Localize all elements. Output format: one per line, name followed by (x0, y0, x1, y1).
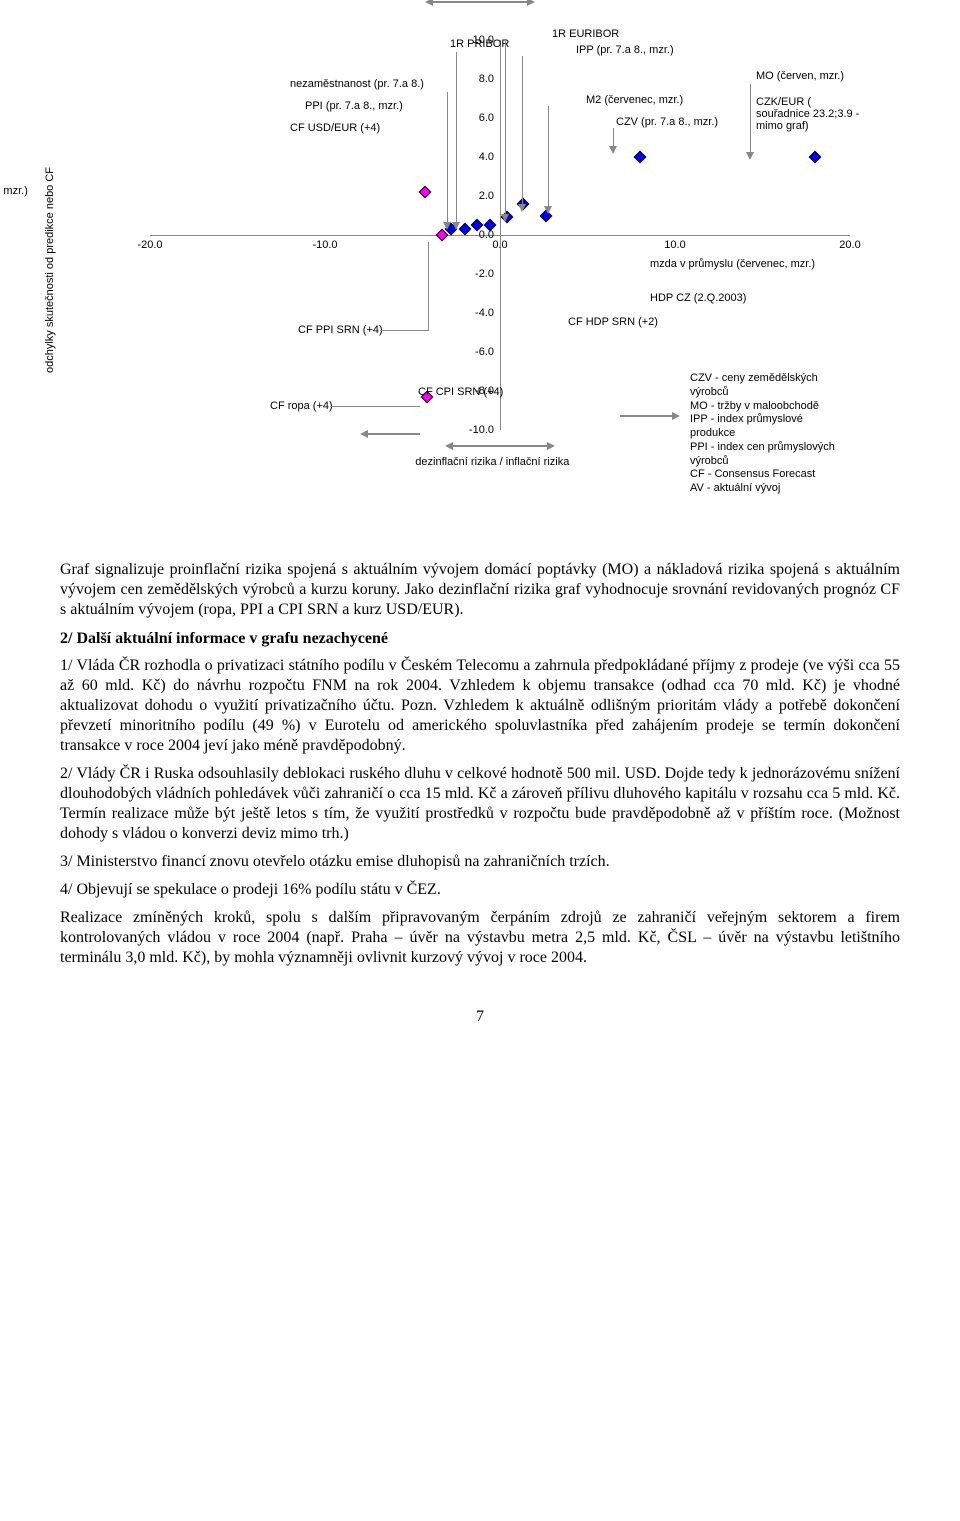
page-number: 7 (60, 1008, 900, 1026)
label-pribor: 1R PRIBOR (450, 38, 509, 50)
y-tick: -2.0 (475, 268, 494, 280)
x-tick: 0.0 (492, 239, 507, 251)
x-tick: -10.0 (312, 239, 337, 251)
legend-item: CF - Consensus Forecast (690, 468, 850, 482)
legend-item: MO - tržby v maloobchodě (690, 400, 850, 414)
para-1: 1/ Vláda ČR rozhodla o privatizaci státn… (60, 656, 900, 756)
legend-item: IPP - index průmyslové produkce (690, 413, 850, 441)
x-tick: -20.0 (137, 239, 162, 251)
label-ppi: PPI (pr. 7.a 8., mzr.) (305, 100, 403, 112)
leader-line (505, 40, 506, 214)
legend-arrow (620, 410, 680, 422)
arrowhead-icon (609, 146, 617, 154)
para-2: 2/ Vlády ČR i Ruska odsouhlasily debloka… (60, 764, 900, 844)
arrowhead-icon (746, 152, 754, 160)
y-tick: 4.0 (479, 151, 494, 163)
leader-line (750, 84, 751, 152)
y-tick: -4.0 (475, 307, 494, 319)
arrowhead-icon (544, 206, 552, 214)
plot-region: -10.0-8.0-6.0-4.0-2.00.02.04.06.08.010.0… (150, 40, 850, 430)
y-tick: 2.0 (479, 190, 494, 202)
leader-line (330, 406, 420, 407)
label-cfcpi: CF CPI SRN (+4) (418, 386, 503, 398)
label-ipp: IPP (pr. 7.a 8., mzr.) (576, 44, 674, 56)
label-mo: MO (červen, mzr.) (756, 70, 844, 82)
y-axis (500, 40, 501, 430)
leader-line (380, 330, 428, 331)
y-tick: -6.0 (475, 346, 494, 358)
x-tick: 20.0 (839, 239, 860, 251)
label-cfropa: CF ropa (+4) (270, 400, 333, 412)
legend-item: PPI - index cen průmyslových výrobců (690, 441, 850, 469)
y-tick: 8.0 (479, 73, 494, 85)
leader-line (613, 128, 614, 146)
leader-line (456, 52, 457, 222)
leader-line (428, 242, 429, 331)
label-czk: CZK/EUR ( souřadnice 23.2;3.9 - mimo gra… (756, 96, 866, 132)
leader-line (548, 106, 549, 206)
arrowhead-icon (452, 222, 460, 230)
leader-line (447, 92, 448, 222)
para-4: 4/ Objevují se spekulace o prodeji 16% p… (60, 880, 900, 900)
leader-line (522, 56, 523, 204)
arrowhead-icon (501, 214, 509, 222)
arrowhead-icon (518, 204, 526, 212)
label-m2: M2 (červenec, mzr.) (586, 94, 683, 106)
y-tick: -10.0 (469, 424, 494, 436)
legend-item: AV - aktuální vývoj (690, 482, 850, 496)
y-axis-label: odchylky skutečnosti od predikce nebo CF (44, 167, 56, 373)
section-heading: 2/ Další aktuální informace v grafu neza… (60, 630, 900, 648)
legend-item: CZV - ceny zemědělských výrobců (690, 372, 850, 400)
legend: CZV - ceny zemědělských výrobců MO - trž… (690, 372, 850, 496)
top-axis-arrow (425, 0, 535, 8)
label-cfhdp: CF HDP SRN (+2) (568, 316, 658, 328)
data-point-czv (634, 151, 647, 164)
para-3: 3/ Ministerstvo financí znovu otevřelo o… (60, 852, 900, 872)
label-mzda: mzda v průmyslu (červenec, mzr.) (650, 258, 815, 270)
data-point-nezam (418, 186, 431, 199)
para-5: Realizace zmíněných kroků, spolu s další… (60, 908, 900, 968)
label-nezam: nezaměstnanost (pr. 7.a 8.) (290, 78, 424, 90)
bottom-axis-arrow (445, 440, 555, 452)
label-czv: CZV (pr. 7.a 8., mzr.) (616, 116, 718, 128)
label-cfusd: CF USD/EUR (+4) (290, 122, 380, 134)
data-point-mo (809, 151, 822, 164)
label-inflace: inflace (pr. 7.a 8., mzr.) (0, 185, 28, 197)
x-tick: 10.0 (664, 239, 685, 251)
para-intro: Graf signalizuje proinflační rizika spoj… (60, 560, 900, 620)
risk-scatter-chart: dezinflační rizika / inflační rizika odc… (60, 0, 900, 540)
arrowhead-icon (443, 222, 451, 230)
label-euribor: 1R EURIBOR (552, 28, 619, 40)
label-hdp: HDP CZ (2.Q.2003) (650, 292, 746, 304)
label-cfppi: CF PPI SRN (+4) (298, 324, 383, 336)
body-text: Graf signalizuje proinflační rizika spoj… (60, 560, 900, 968)
chart-title-bottom: dezinflační rizika / inflační rizika (415, 456, 569, 468)
bottom-left-arrow (360, 428, 420, 440)
y-tick: 6.0 (479, 112, 494, 124)
